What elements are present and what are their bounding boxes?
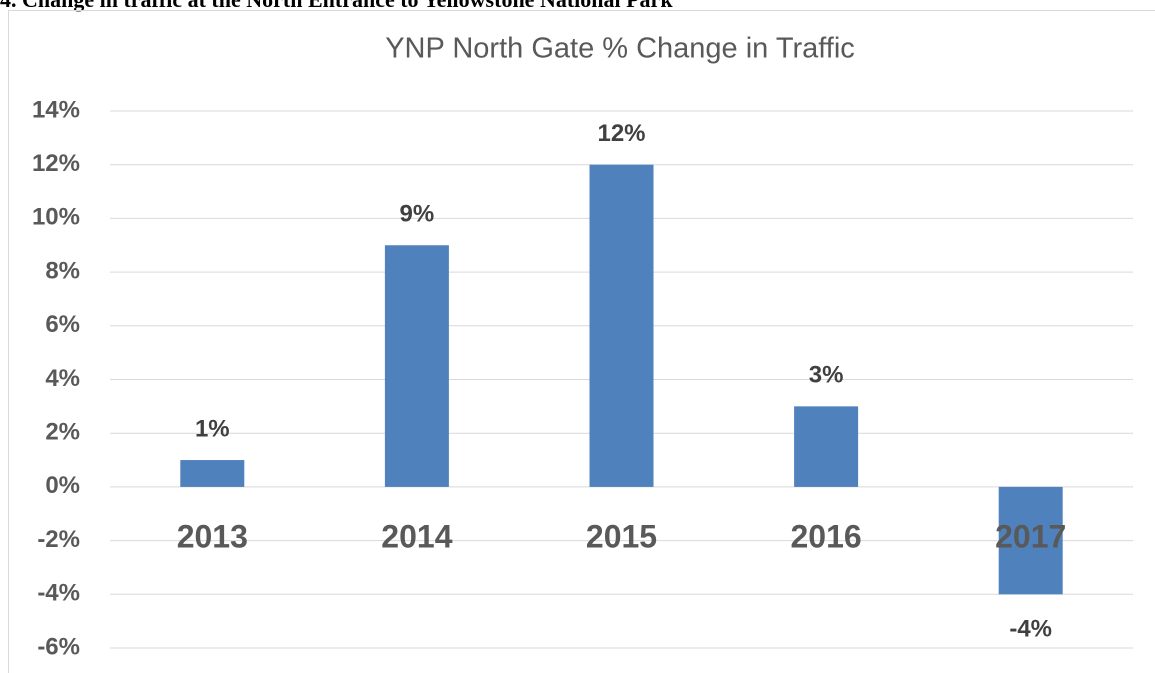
bar	[589, 164, 654, 487]
y-tick-label: 2%	[45, 419, 80, 446]
bar	[384, 245, 449, 487]
data-label: 1%	[195, 415, 230, 442]
y-tick-label: -6%	[37, 633, 80, 660]
heading: 4. Change in traffic at the North Entran…	[0, 0, 673, 12]
y-tick-label: 8%	[45, 257, 80, 284]
y-tick-label: 6%	[45, 311, 80, 338]
bar	[180, 460, 245, 487]
bar	[998, 486, 1063, 595]
x-tick-label: 2015	[586, 518, 657, 554]
y-tick-label: 4%	[45, 365, 80, 392]
chart-title: YNP North Gate % Change in Traffic	[385, 33, 855, 65]
bar	[794, 406, 859, 487]
data-label: 9%	[400, 201, 435, 228]
data-label: 3%	[809, 362, 844, 389]
y-tick-label: -2%	[37, 526, 80, 553]
x-tick-label: 2017	[995, 518, 1066, 554]
y-tick-label: -4%	[37, 580, 80, 607]
y-tick-label: 10%	[32, 204, 80, 231]
data-label: 12%	[597, 120, 645, 147]
data-label: -4%	[1009, 616, 1052, 643]
y-tick-label: 0%	[45, 472, 80, 499]
x-tick-label: 2016	[791, 518, 862, 554]
x-tick-label: 2014	[381, 518, 452, 554]
x-tick-label: 2013	[177, 518, 248, 554]
y-tick-label: 12%	[32, 150, 80, 177]
y-tick-label: 14%	[32, 96, 80, 123]
